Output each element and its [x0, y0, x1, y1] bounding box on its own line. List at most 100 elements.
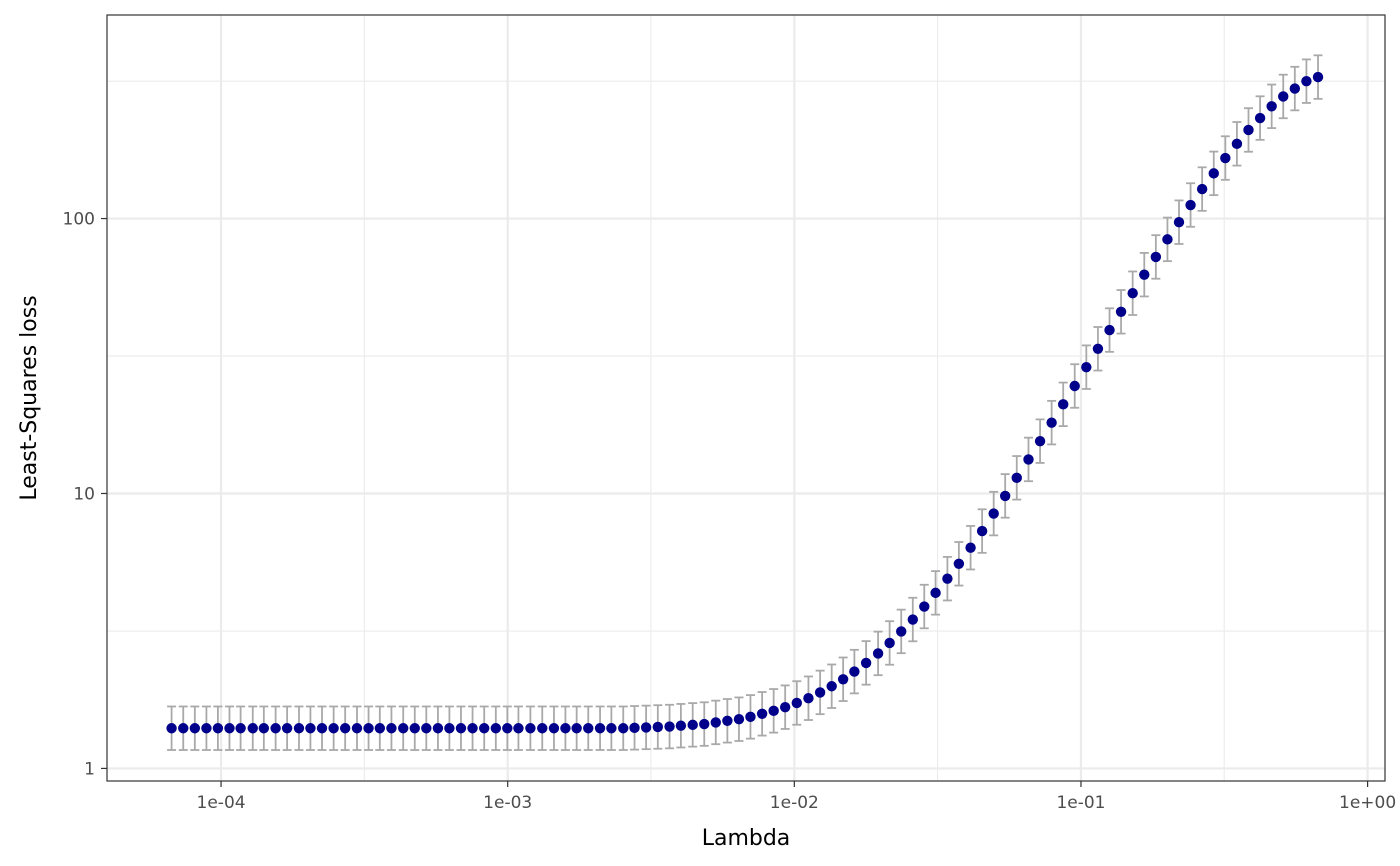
y-tick-label: 100 — [63, 210, 95, 230]
data-point — [1139, 269, 1150, 280]
data-point — [247, 723, 258, 734]
data-point — [467, 723, 478, 734]
data-point — [1092, 343, 1104, 354]
data-point — [1289, 83, 1301, 94]
data-point — [363, 723, 374, 734]
data-point — [1301, 75, 1312, 87]
data-point — [293, 723, 305, 734]
x-tick-label: 1e-02 — [770, 793, 819, 813]
data-point — [421, 723, 432, 734]
data-point — [745, 711, 756, 723]
data-point — [328, 723, 339, 734]
data-point — [1058, 399, 1069, 410]
data-point — [1173, 216, 1185, 228]
data-point — [1115, 306, 1127, 317]
data-point — [640, 722, 652, 733]
data-point — [537, 723, 548, 734]
data-point — [1023, 454, 1034, 465]
data-point — [409, 723, 420, 734]
data-point — [1231, 138, 1243, 150]
data-point — [953, 558, 965, 569]
data-point — [270, 723, 281, 734]
data-point — [837, 674, 849, 685]
data-point — [594, 723, 606, 734]
data-point — [281, 723, 293, 734]
data-point — [942, 573, 953, 584]
data-point — [178, 723, 189, 734]
data-point — [872, 648, 884, 659]
data-point — [675, 720, 687, 731]
data-point — [722, 715, 733, 727]
data-point — [1243, 124, 1254, 136]
data-point — [687, 719, 698, 731]
data-point — [316, 723, 328, 734]
plot-panel-border — [106, 14, 1386, 782]
data-point — [258, 723, 270, 734]
data-point — [988, 508, 999, 519]
data-point — [1208, 168, 1219, 179]
data-point — [1278, 91, 1289, 102]
data-point — [583, 723, 594, 734]
data-point — [1162, 234, 1173, 245]
data-point — [1127, 288, 1138, 299]
x-axis-title: Lambda — [702, 826, 791, 851]
data-point — [224, 723, 235, 734]
y-axis-title: Least-Squares loss — [17, 295, 42, 500]
x-tick-label: 1e-04 — [197, 793, 246, 813]
data-point — [455, 723, 467, 734]
data-point — [826, 681, 837, 692]
data-point — [999, 490, 1011, 502]
data-point — [629, 722, 640, 734]
data-point — [1312, 71, 1324, 83]
data-point — [606, 723, 617, 734]
data-point — [1220, 152, 1231, 164]
y-axis-ticks: 1 10 100 — [63, 210, 107, 779]
data-point — [1046, 417, 1057, 428]
data-point — [664, 721, 675, 732]
grid-lines — [107, 15, 1385, 781]
data-point — [386, 723, 397, 734]
data-point — [976, 525, 988, 537]
data-points — [166, 71, 1324, 734]
data-point — [374, 723, 386, 734]
data-point — [513, 723, 524, 734]
data-point — [1104, 324, 1115, 336]
y-tick-label: 10 — [73, 484, 95, 504]
data-point — [699, 718, 710, 730]
data-point — [432, 723, 444, 734]
data-point — [791, 697, 802, 709]
data-point — [803, 693, 814, 704]
data-point — [1034, 435, 1046, 447]
data-point — [166, 723, 177, 734]
data-point — [1254, 112, 1266, 124]
data-point — [1266, 101, 1277, 112]
data-point — [212, 723, 224, 734]
data-point — [525, 723, 536, 734]
data-point — [1081, 361, 1092, 373]
data-point — [560, 723, 571, 734]
data-point — [398, 723, 409, 734]
data-point — [930, 587, 941, 599]
data-point — [235, 723, 246, 734]
data-point — [919, 601, 930, 612]
data-point — [814, 687, 826, 698]
data-point — [305, 723, 316, 734]
x-tick-label: 1e+00 — [1339, 793, 1396, 813]
x-axis-ticks: 1e-04 1e-03 1e-02 1e-01 1e+00 — [197, 781, 1396, 813]
data-point — [490, 723, 502, 734]
data-point — [849, 666, 860, 677]
data-point — [1196, 183, 1208, 195]
data-point — [444, 723, 455, 734]
data-point — [1185, 199, 1196, 211]
x-tick-label: 1e-03 — [483, 793, 532, 813]
data-point — [201, 723, 212, 734]
data-point — [548, 723, 560, 734]
data-point — [1150, 251, 1162, 263]
data-point — [189, 723, 201, 734]
data-point — [965, 542, 976, 553]
data-point — [896, 626, 907, 637]
data-point — [733, 714, 745, 725]
y-tick-label: 1 — [84, 759, 95, 779]
data-point — [1011, 472, 1022, 484]
